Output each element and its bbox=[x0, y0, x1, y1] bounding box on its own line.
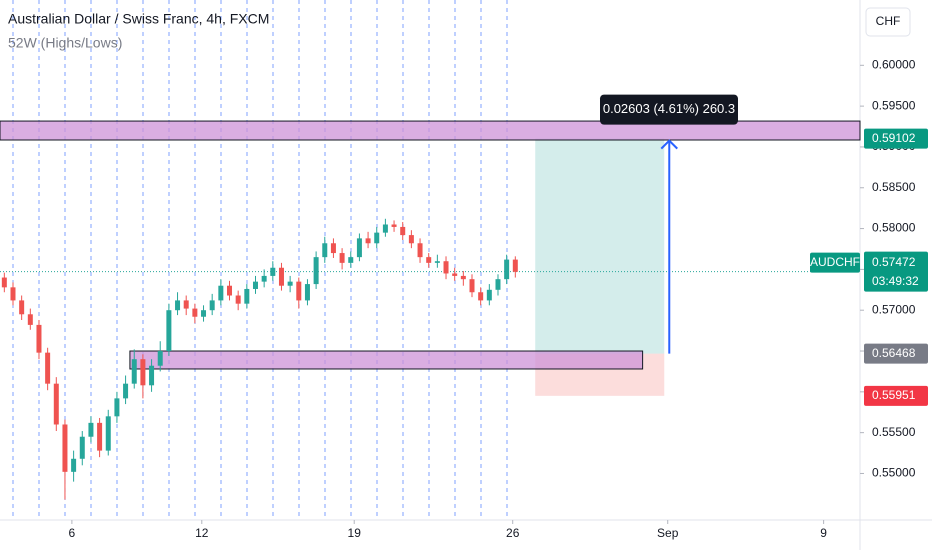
candle-body bbox=[244, 288, 250, 304]
entry-price: 0.56468 bbox=[872, 346, 916, 360]
chart-title: Australian Dollar / Swiss Franc, 4h, FXC… bbox=[8, 11, 269, 27]
target-price: 0.59102 bbox=[872, 131, 916, 145]
candle-body bbox=[426, 257, 432, 263]
y-tick-label: 0.55000 bbox=[872, 466, 916, 480]
x-tick-label: 9 bbox=[820, 526, 827, 540]
current-price: 0.57472 bbox=[872, 255, 916, 269]
target-area bbox=[535, 138, 665, 354]
candle-body bbox=[391, 224, 397, 227]
candle-body bbox=[149, 365, 155, 386]
candle-body bbox=[339, 253, 345, 263]
candle-body bbox=[140, 359, 146, 386]
x-tick-label: Sep bbox=[657, 526, 679, 540]
candle-body bbox=[287, 281, 293, 286]
y-tick-label: 0.55500 bbox=[872, 425, 916, 439]
candle-body bbox=[235, 295, 241, 304]
symbol-label: AUDCHF bbox=[810, 255, 860, 269]
countdown: 03:49:32 bbox=[872, 274, 919, 288]
candle-body bbox=[313, 257, 319, 285]
candle-body bbox=[218, 285, 224, 301]
currency-label[interactable]: CHF bbox=[876, 14, 901, 28]
candle-body bbox=[495, 279, 501, 290]
price-badge bbox=[864, 251, 928, 292]
y-tick-label: 0.60000 bbox=[872, 57, 916, 71]
measure-label: 0.02603 (4.61%) 260.3 bbox=[603, 101, 735, 116]
candle-body bbox=[434, 261, 440, 263]
candle-body bbox=[36, 324, 42, 353]
candle-body bbox=[512, 259, 518, 272]
y-tick-label: 0.58500 bbox=[872, 180, 916, 194]
candle-body bbox=[62, 424, 68, 472]
chart-subtitle: 52W (Highs/Lows) bbox=[8, 35, 122, 51]
candle-body bbox=[469, 279, 475, 293]
candle-body bbox=[123, 383, 129, 399]
x-tick-label: 19 bbox=[348, 526, 362, 540]
candle-body bbox=[209, 300, 215, 311]
candle-body bbox=[114, 398, 120, 417]
candle-body bbox=[19, 300, 25, 315]
measure-arrowhead bbox=[660, 139, 678, 150]
y-tick-label: 0.58000 bbox=[872, 221, 916, 235]
candle-body bbox=[322, 243, 328, 258]
candle-body bbox=[201, 310, 207, 317]
x-tick-label: 12 bbox=[195, 526, 209, 540]
measure-tooltip bbox=[600, 94, 738, 125]
candle-body bbox=[382, 224, 388, 233]
candle-body bbox=[504, 259, 510, 280]
candle-body bbox=[452, 273, 458, 276]
zone bbox=[0, 120, 861, 141]
candle-body bbox=[105, 416, 111, 451]
candle-body bbox=[304, 284, 310, 301]
candle-body bbox=[1, 277, 7, 288]
candle-body bbox=[79, 436, 85, 459]
candle-body bbox=[330, 243, 336, 254]
x-tick-label: 6 bbox=[69, 526, 76, 540]
candle-body bbox=[417, 243, 423, 258]
candle-body bbox=[270, 267, 276, 276]
symbol-badge bbox=[810, 252, 860, 273]
candle-body bbox=[486, 289, 492, 301]
candle-body bbox=[166, 310, 172, 352]
x-tick-label: 26 bbox=[506, 526, 520, 540]
candle-body bbox=[460, 275, 466, 280]
candle-body bbox=[157, 351, 163, 366]
candle-body bbox=[478, 292, 484, 301]
candle-body bbox=[27, 314, 33, 325]
candle-body bbox=[53, 383, 59, 425]
y-tick-label: 0.59500 bbox=[872, 98, 916, 112]
stop-badge bbox=[864, 385, 928, 406]
candle-body bbox=[261, 275, 267, 282]
currency-button[interactable] bbox=[865, 7, 911, 37]
candle-body bbox=[88, 422, 94, 437]
candle-body bbox=[183, 300, 189, 309]
candle-body bbox=[348, 257, 354, 263]
candle-body bbox=[443, 261, 449, 274]
candle-body bbox=[10, 287, 16, 301]
candle-body bbox=[71, 458, 77, 472]
candle-body bbox=[400, 226, 406, 236]
stop-price: 0.55951 bbox=[872, 388, 916, 402]
y-tick-label: 0.57000 bbox=[872, 302, 916, 316]
candle-body bbox=[408, 235, 414, 244]
candle-body bbox=[356, 238, 362, 258]
candle-body bbox=[296, 281, 302, 301]
candle-body bbox=[175, 300, 181, 311]
candle-body bbox=[45, 352, 51, 384]
zone bbox=[129, 350, 644, 370]
candle-body bbox=[97, 422, 103, 451]
candle-body bbox=[192, 308, 198, 317]
candle-body bbox=[252, 281, 258, 289]
candle-body bbox=[227, 285, 233, 296]
candle-body bbox=[278, 267, 284, 286]
candle-body bbox=[131, 359, 137, 384]
target-badge bbox=[864, 128, 928, 149]
candle-body bbox=[365, 238, 371, 244]
candle-body bbox=[374, 232, 380, 244]
entry-badge bbox=[864, 343, 928, 364]
